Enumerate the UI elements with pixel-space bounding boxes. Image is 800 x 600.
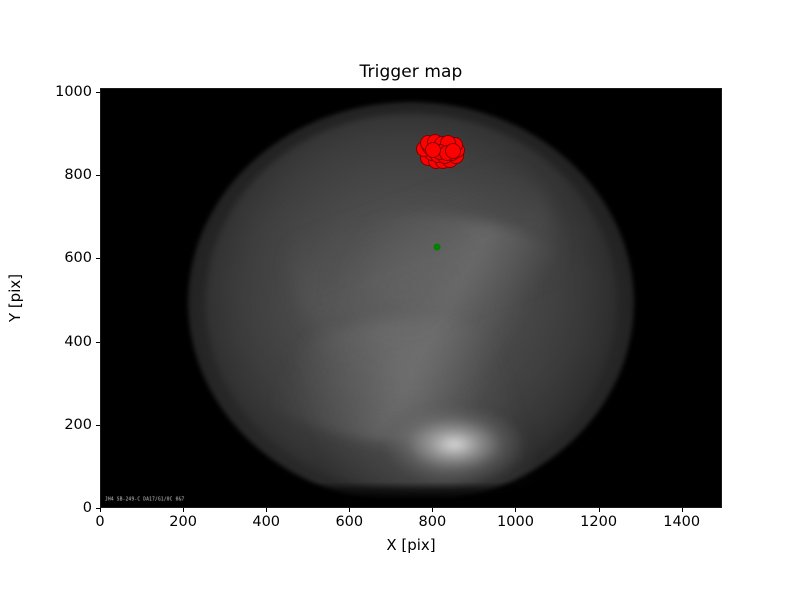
green-trigger-marker	[442, 152, 450, 160]
red-trigger-marker	[435, 142, 452, 159]
green-trigger-marker	[453, 151, 461, 159]
x-tick-mark	[349, 508, 351, 512]
green-trigger-marker	[427, 141, 435, 149]
x-tick-mark	[266, 508, 268, 512]
green-trigger-marker	[437, 160, 445, 168]
green-trigger-marker	[448, 144, 456, 152]
sky-dome-rim-arc	[200, 109, 622, 495]
red-trigger-marker	[419, 135, 436, 152]
y-tick-mark	[96, 424, 100, 426]
green-trigger-marker	[448, 140, 456, 148]
x-tick-label: 1000	[497, 514, 534, 530]
red-trigger-marker	[431, 144, 448, 161]
sky-dome-halo	[187, 101, 635, 503]
y-tick-mark	[96, 258, 100, 260]
green-trigger-marker	[446, 157, 454, 165]
y-tick-label: 400	[64, 333, 92, 350]
green-trigger-marker	[436, 154, 444, 162]
red-trigger-marker	[416, 140, 433, 157]
x-tick-mark	[681, 508, 683, 512]
red-trigger-marker	[440, 135, 457, 152]
sky-cloud-band-lower	[249, 318, 597, 495]
y-tick-label: 800	[64, 167, 92, 184]
green-trigger-marker	[434, 143, 442, 151]
x-tick-label: 1200	[580, 514, 618, 530]
red-trigger-marker	[438, 144, 455, 161]
sky-dark-streak	[575, 119, 625, 156]
y-tick-label: 200	[64, 416, 92, 433]
green-trigger-marker	[453, 142, 461, 150]
page-title: Trigger map	[359, 62, 463, 82]
red-trigger-marker	[444, 145, 461, 162]
green-trigger-marker	[443, 139, 451, 147]
green-trigger-marker	[437, 138, 445, 146]
red-trigger-marker	[429, 140, 446, 157]
green-trigger-marker	[422, 143, 430, 151]
x-tick-label: 400	[252, 514, 281, 530]
plot-area[interactable]: JH4 SB-249-C DA17/G1/0C 0&7	[100, 88, 722, 508]
y-tick-mark	[96, 92, 100, 94]
green-trigger-marker	[419, 147, 427, 155]
y-tick-mark	[96, 341, 100, 343]
x-tick-label: 800	[418, 514, 447, 530]
sky-cloud-band-middle	[225, 214, 610, 445]
red-trigger-marker	[442, 151, 459, 168]
green-trigger-marker	[433, 243, 441, 251]
green-trigger-marker	[447, 149, 455, 157]
green-trigger-marker	[451, 154, 459, 162]
marker-layer	[101, 89, 721, 507]
green-trigger-marker	[429, 152, 437, 160]
red-trigger-marker	[427, 152, 444, 169]
x-tick-label: 200	[169, 514, 197, 530]
red-trigger-marker	[447, 137, 464, 154]
y-tick-label: 0	[82, 500, 92, 516]
red-trigger-marker	[423, 145, 440, 162]
x-tick-label: 0	[95, 514, 105, 530]
red-trigger-marker	[449, 141, 466, 158]
red-trigger-marker	[447, 147, 464, 164]
x-axis-label: X [pix]	[386, 536, 436, 554]
y-tick-label: 600	[64, 250, 92, 267]
x-tick-label: 1400	[663, 514, 701, 530]
y-tick-mark	[96, 175, 100, 177]
green-trigger-marker	[418, 150, 426, 158]
sky-horizon-shadow	[101, 481, 721, 507]
x-tick-mark	[432, 508, 434, 512]
x-tick-mark	[100, 508, 101, 512]
x-tick-mark	[183, 508, 185, 512]
red-trigger-marker	[430, 147, 447, 164]
green-trigger-marker	[432, 159, 440, 167]
y-axis-label: Y [pix]	[6, 273, 24, 323]
red-trigger-marker	[442, 140, 459, 157]
sky-dome-body	[206, 114, 616, 491]
sky-cloud-band-upper	[287, 130, 560, 382]
green-trigger-marker	[429, 147, 437, 155]
x-tick-label: 600	[335, 514, 364, 530]
red-trigger-marker	[434, 153, 451, 170]
green-trigger-marker	[432, 139, 440, 147]
x-tick-mark	[515, 508, 517, 512]
x-tick-mark	[598, 508, 600, 512]
sky-light-source-glow	[386, 406, 523, 482]
green-trigger-marker	[442, 159, 450, 167]
red-trigger-marker	[426, 134, 443, 151]
y-tick-label: 1000	[55, 84, 92, 101]
green-trigger-marker	[427, 157, 435, 165]
red-trigger-marker	[433, 135, 450, 152]
green-trigger-marker	[422, 154, 430, 162]
green-trigger-marker	[455, 147, 463, 155]
y-tick-mark	[96, 508, 100, 509]
green-trigger-marker	[441, 142, 449, 150]
red-trigger-marker	[425, 141, 442, 158]
red-trigger-marker	[420, 150, 437, 167]
red-trigger-marker	[445, 142, 462, 159]
red-trigger-marker	[422, 138, 439, 155]
camera-timestamp-overlay: JH4 SB-249-C DA17/G1/0C 0&7	[105, 496, 185, 503]
red-trigger-marker	[437, 147, 454, 164]
